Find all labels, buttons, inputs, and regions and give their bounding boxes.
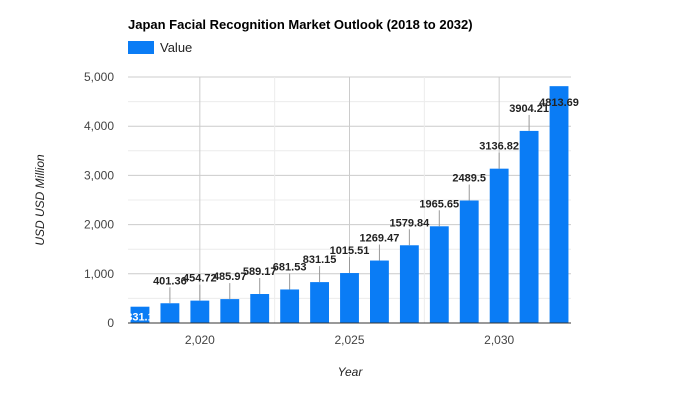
legend-swatch <box>128 41 154 54</box>
bars <box>130 86 569 324</box>
y-tick-label: 1,000 <box>84 267 114 281</box>
bar <box>549 86 569 324</box>
bar <box>310 282 329 323</box>
y-axis-label: USD USD Million <box>33 154 47 246</box>
bar <box>519 130 539 323</box>
bar <box>190 300 210 323</box>
data-label: 4813.69 <box>539 97 579 109</box>
bar <box>340 273 359 323</box>
data-label: 831.15 <box>303 254 337 266</box>
data-label: 3136.82 <box>479 141 519 153</box>
data-label: 1269.47 <box>360 233 400 245</box>
x-tick-label: 2,025 <box>334 333 364 347</box>
data-label: 2489.5 <box>452 173 486 185</box>
legend-label: Value <box>160 40 192 55</box>
data-label: 485.97 <box>213 271 247 283</box>
y-tick-label: 0 <box>107 316 114 330</box>
bar <box>370 260 389 323</box>
legend: Value <box>128 40 192 55</box>
x-axis-ticks: 2,020 2,025 2,030 <box>185 333 515 347</box>
data-label: 1965.65 <box>419 198 459 210</box>
data-labels: 331.1 401.36454.72485.97589.17681.53831.1… <box>126 97 579 324</box>
y-tick-label: 2,000 <box>84 218 114 232</box>
data-label: 681.53 <box>273 261 307 273</box>
bar <box>250 294 270 323</box>
data-label: 454.72 <box>183 273 217 285</box>
x-tick-label: 2,030 <box>484 333 514 347</box>
x-tick-label: 2,020 <box>185 333 215 347</box>
data-label: 1579.84 <box>389 217 430 229</box>
y-axis-ticks: 0 1,000 2,000 3,000 4,000 5,000 <box>84 70 114 330</box>
bar <box>130 306 150 323</box>
data-label: 401.36 <box>153 275 187 287</box>
y-tick-label: 5,000 <box>84 70 114 84</box>
data-label: 3904.21 <box>509 103 549 115</box>
bar <box>459 200 479 323</box>
data-label: 1015.51 <box>330 245 370 257</box>
bar <box>399 245 419 323</box>
bar <box>160 303 180 323</box>
bar <box>220 299 240 323</box>
x-axis-label: Year <box>338 365 364 379</box>
bar <box>280 289 300 323</box>
y-tick-label: 4,000 <box>84 119 114 133</box>
y-tick-label: 3,000 <box>84 168 114 182</box>
data-label: 331.1 <box>126 312 154 324</box>
chart-title: Japan Facial Recognition Market Outlook … <box>128 17 473 32</box>
data-label: 589.17 <box>243 266 277 278</box>
bar <box>489 168 509 323</box>
bar <box>429 226 449 323</box>
